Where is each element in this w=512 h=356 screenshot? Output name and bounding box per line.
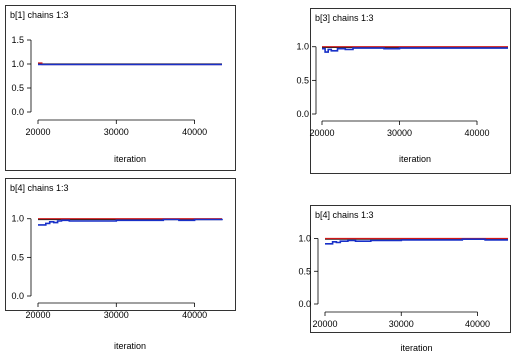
x-axis-label: iteration [399,154,431,164]
panel-title: b[3] chains 1:3 [315,13,374,23]
x-tick-label: 20000 [309,128,334,138]
y-tick-label: 0.0 [296,109,309,119]
x-tick-label: 40000 [182,127,207,137]
panel-frame [5,178,236,311]
chain-2-trace [38,218,223,226]
panel-title: b[4] chains 1:3 [315,210,374,220]
y-tick-label: 1.0 [11,59,24,69]
y-tick-label: 1.0 [296,42,309,52]
y-tick-label: 1.5 [11,35,24,45]
panel-title: b[1] chains 1:3 [10,10,69,20]
y-tick-label: 0.5 [296,75,309,85]
chain-2-trace [322,47,508,53]
y-tick-label: 0.5 [11,252,24,262]
chain-2-trace [325,238,508,245]
x-tick-label: 30000 [104,310,129,320]
trace-panel-1: b[1] chains 1:3 0.0 0.5 1.0 1.5 20000 30000 400… [5,5,236,171]
y-tick-label: 0.5 [11,83,24,93]
x-axis-label: iteration [400,343,432,353]
x-tick-label: 20000 [25,127,50,137]
x-tick-label: 40000 [464,128,489,138]
trace-panel-3: b[4] chains 1:3 0.0 0.5 1.0 20000 30000 40000 i… [5,178,236,351]
x-axis-label: iteration [114,341,146,351]
x-tick-label: 40000 [465,319,490,329]
y-tick-label: 1.0 [298,234,311,244]
x-tick-label: 30000 [104,127,129,137]
x-axis-label: iteration [114,154,146,164]
x-tick-label: 30000 [389,319,414,329]
x-tick-label: 20000 [312,319,337,329]
x-tick-label: 40000 [182,310,207,320]
trace-panel-4: b[4] chains 1:3 0.0 0.5 1.0 20000 30000 40000 i… [298,205,511,353]
y-tick-label: 1.0 [11,214,24,224]
panel-frame [5,5,236,171]
x-tick-label: 30000 [387,128,412,138]
trace-panel-2: b[3] chains 1:3 0.0 0.5 1.0 20000 30000 40000 i… [296,8,511,174]
y-tick-label: 0.0 [298,299,311,309]
y-tick-label: 0.0 [11,291,24,301]
y-tick-label: 0.0 [11,107,24,117]
panel-frame [310,8,511,174]
x-tick-label: 20000 [25,310,50,320]
panel-title: b[4] chains 1:3 [10,183,69,193]
panel-frame [310,205,511,333]
y-tick-label: 0.5 [298,266,311,276]
